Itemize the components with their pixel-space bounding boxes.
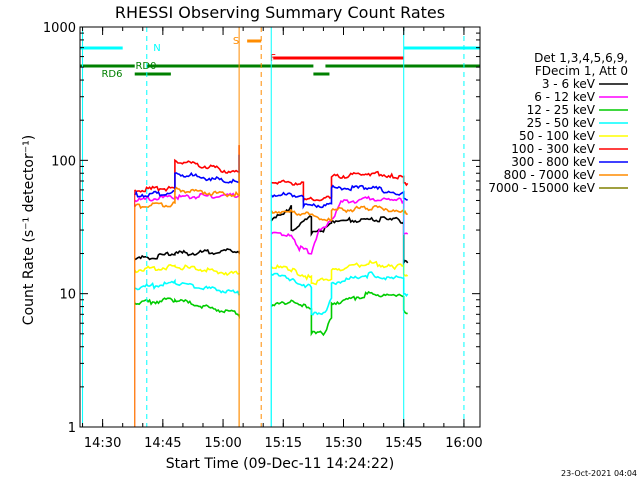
series-line-6-12keV: [270, 195, 409, 255]
plot-timestamp: 23-Oct-2021 04:04: [561, 469, 637, 478]
x-tick-label: 15:00: [204, 436, 241, 451]
flag-label-f: F: [270, 53, 276, 64]
axes: 14:30 14:45 15:00 15:15 15:30 15:45 16:00 1 10 10…: [43, 21, 483, 451]
series-line-12-25keV: [270, 290, 408, 337]
flag-label-s: S: [233, 36, 239, 47]
flag-bars: N S F RD0 RD6: [80, 36, 480, 80]
legend-entry-label: 300 - 800 keV: [511, 155, 595, 169]
x-axis-label: Start Time (09-Dec-11 14:24:22): [166, 456, 394, 472]
y-tick-label: 10: [59, 288, 76, 303]
series-line-300-800keV: [134, 154, 240, 198]
series-line-800-7000keV: [134, 173, 240, 210]
series-line-800-7000keV: [270, 204, 408, 222]
y-tick-label: 100: [51, 154, 76, 169]
series-line-100-300keV: [134, 145, 240, 193]
series-line-100-300keV: [271, 170, 409, 203]
legend-entry-label: 25 - 50 keV: [527, 116, 596, 130]
series-line-300-800keV: [270, 184, 408, 210]
flag-label-n: N: [153, 43, 160, 54]
y-tick-label: 1000: [43, 21, 76, 36]
legend-entry-label: 800 - 7000 keV: [504, 168, 596, 182]
legend: Det 1,3,4,5,6,9,FDecim 1, Att 03 - 6 keV…: [488, 51, 628, 195]
legend-header: Det 1,3,4,5,6,9,: [534, 51, 628, 65]
series-line-3-6keV: [270, 204, 409, 266]
chart-title: RHESSI Observing Summary Count Rates: [115, 3, 445, 22]
x-tick-label: 15:45: [385, 436, 422, 451]
plot-frame: [79, 26, 481, 428]
x-tick-label: 15:15: [265, 436, 302, 451]
legend-entry-label: 3 - 6 keV: [542, 77, 596, 91]
y-axis-label: Count Rate (s⁻¹ detector⁻¹): [21, 135, 37, 325]
x-tick-label: 14:45: [144, 436, 181, 451]
legend-entry-label: 12 - 25 keV: [527, 103, 596, 117]
legend-entry-label: 100 - 300 keV: [511, 142, 595, 156]
series-line-50-100keV: [270, 259, 409, 286]
series-line-6-12keV: [134, 192, 240, 203]
vertical-markers: [82, 27, 465, 427]
flag-label-rd0: RD0: [135, 61, 156, 72]
y-tick-label: 1: [68, 421, 76, 436]
legend-entry-label: 50 - 100 keV: [519, 129, 596, 143]
series-line-25-50keV: [270, 271, 409, 316]
flag-label-rd6: RD6: [101, 69, 122, 80]
series-line-12-25keV: [134, 297, 240, 319]
legend-entry-label: 7000 - 15000 keV: [488, 181, 595, 195]
x-tick-label: 15:30: [325, 436, 362, 451]
legend-entry-label: 6 - 12 keV: [534, 90, 596, 104]
x-tick-label: 14:30: [84, 436, 121, 451]
series-line-50-100keV: [134, 263, 240, 277]
series-line-3-6keV: [134, 247, 240, 261]
legend-header: FDecim 1, Att 0: [535, 64, 628, 78]
x-tick-label: 16:00: [445, 436, 482, 451]
series-line-25-50keV: [134, 278, 240, 296]
